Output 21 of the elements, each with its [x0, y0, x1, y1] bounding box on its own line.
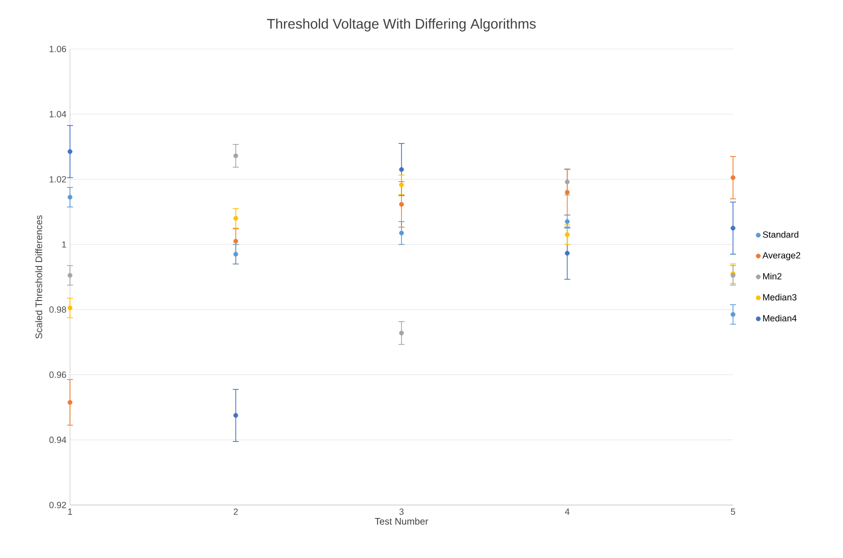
y-tick-label: 0.92 [49, 502, 66, 508]
legend-label: Median4 [763, 314, 797, 322]
x-tick-label: 5 [730, 508, 736, 515]
x-axis-title: Test Number [374, 518, 428, 525]
y-tick-label: 0.96 [49, 372, 66, 378]
legend-label: Standard [762, 231, 798, 238]
y-tick-label: 0.98 [49, 306, 66, 313]
y-tick-label: 1.06 [50, 46, 66, 52]
x-tick-label: 4 [564, 508, 570, 515]
legend-label: Average2 [762, 252, 800, 260]
y-axis-title: Scaled Threshold Differences [35, 215, 42, 339]
x-tick-label: 1 [68, 508, 72, 515]
x-tick-label: 3 [399, 508, 404, 515]
y-tick-label: 1.02 [50, 176, 66, 182]
chart-title: Threshold Voltage With Differing Algorithms [267, 18, 536, 32]
y-tick-label: 1.04 [50, 110, 66, 118]
legend-label: Median3 [763, 294, 796, 300]
x-tick-label: 2 [234, 508, 238, 515]
y-tick-label: 0.94 [49, 436, 66, 444]
legend-label: Min2 [763, 272, 782, 280]
y-tick-label: 1 [62, 241, 66, 248]
